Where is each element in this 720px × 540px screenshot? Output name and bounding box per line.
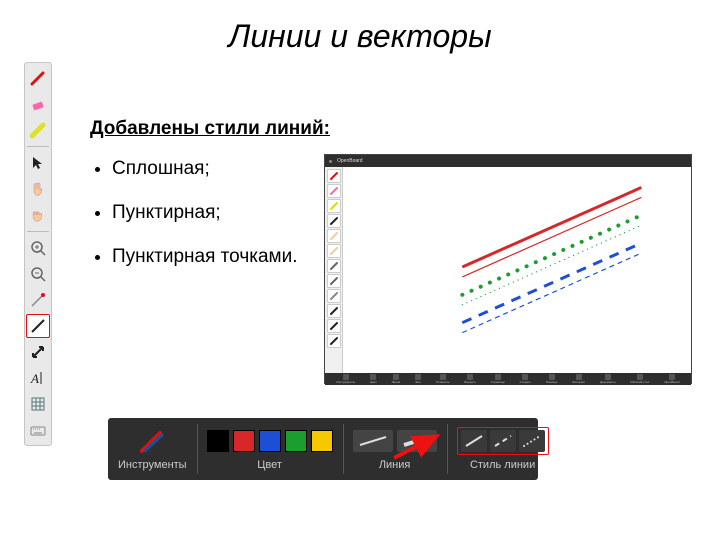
shot-bottombar: Инструменты Цвет Линия Фон Отменить Вернуть Ст… — [325, 373, 691, 385]
shot-bottom-item: Цвет — [370, 374, 377, 384]
mini-tool — [327, 169, 341, 183]
pen-icon — [29, 69, 47, 87]
mini-tool — [327, 229, 341, 243]
group-instruments[interactable]: Инструменты — [108, 418, 197, 480]
mini-tool — [327, 334, 341, 348]
color-swatch[interactable] — [311, 430, 333, 452]
laser-tool[interactable] — [26, 288, 50, 312]
shot-bottom-item: Стереть — [520, 374, 531, 384]
app-screenshot: OpenBoard Инструменты Цвет Линия Фон Отменит… — [324, 154, 692, 384]
color-swatch[interactable] — [285, 430, 307, 452]
line-style-dotted[interactable] — [519, 430, 545, 452]
text-tool[interactable]: A — [26, 366, 50, 390]
group-style[interactable]: Стиль линии — [447, 418, 559, 480]
shot-bottom-item: Линия — [392, 374, 401, 384]
pen-tool[interactable] — [26, 66, 50, 90]
page-title: Линии и векторы — [0, 18, 720, 55]
shot-bottom-item: Вернуть — [464, 374, 475, 384]
line-label: Линия — [379, 459, 411, 471]
eraser-icon — [29, 95, 47, 113]
mini-tool — [327, 289, 341, 303]
toolbar-separator — [27, 146, 49, 147]
hand-tool[interactable] — [26, 177, 50, 201]
grab-tool[interactable] — [26, 203, 50, 227]
shot-bottom-item: Страницы — [491, 374, 505, 384]
horizontal-toolbar: Инструменты Цвет Линия Стиль линии — [108, 418, 538, 480]
text-icon: A — [29, 369, 47, 387]
keyboard-icon — [29, 421, 47, 439]
vertical-toolbar: A — [24, 62, 52, 446]
pointer-tool[interactable] — [26, 151, 50, 175]
toolbar-separator — [27, 231, 49, 232]
line-style-dashed[interactable] — [490, 430, 516, 452]
line-size-option[interactable] — [353, 430, 393, 452]
keyboard-tool[interactable] — [26, 418, 50, 442]
shot-canvas — [343, 167, 691, 373]
mini-tool — [327, 274, 341, 288]
mini-tool — [327, 214, 341, 228]
color-swatch[interactable] — [259, 430, 281, 452]
mini-tool — [327, 244, 341, 258]
mini-tool — [327, 184, 341, 198]
shot-bottom-item: Интернет — [572, 374, 585, 384]
mini-tool — [327, 319, 341, 333]
laser-icon — [29, 291, 47, 309]
shot-bottom-item: Рабочий стол — [631, 374, 650, 384]
hand-icon — [29, 180, 47, 198]
shot-bottom-item: Помощь — [546, 374, 558, 384]
zoom-in-tool[interactable] — [26, 236, 50, 260]
shot-bottom-item: OpenBoard — [664, 374, 679, 384]
canvas-line — [462, 197, 641, 277]
grab-icon — [29, 206, 47, 224]
zoom-in-icon — [29, 239, 47, 257]
mini-tool — [327, 199, 341, 213]
style-label: Стиль линии — [470, 459, 535, 471]
zoom-out-icon — [29, 265, 47, 283]
instruments-label: Инструменты — [118, 459, 187, 471]
svg-text:A: A — [30, 371, 39, 386]
shot-titlebar: OpenBoard — [325, 155, 691, 167]
color-swatch[interactable] — [233, 430, 255, 452]
grid-icon — [29, 395, 47, 413]
shot-bottom-item: Инструменты — [336, 374, 355, 384]
color-swatch[interactable] — [207, 430, 229, 452]
group-line[interactable]: Линия — [343, 418, 447, 480]
shot-bottom-item: Документы — [600, 374, 615, 384]
pen-icon — [138, 427, 166, 455]
highlighter-tool[interactable] — [26, 118, 50, 142]
shot-bottom-item: Фон — [415, 374, 421, 384]
line-icon — [29, 317, 47, 335]
line-style-solid[interactable] — [461, 430, 487, 452]
shot-app-title: OpenBoard — [337, 158, 363, 164]
resize-tool[interactable] — [26, 340, 50, 364]
line-tool[interactable] — [26, 314, 50, 338]
line-size-option[interactable] — [397, 430, 437, 452]
mini-tool — [327, 304, 341, 318]
shot-bottom-item: Отменить — [436, 374, 450, 384]
pointer-icon — [29, 154, 47, 172]
resize-icon — [29, 343, 47, 361]
zoom-out-tool[interactable] — [26, 262, 50, 286]
subtitle: Добавлены стили линий: — [90, 118, 690, 140]
group-color[interactable]: Цвет — [197, 418, 343, 480]
eraser-tool[interactable] — [26, 92, 50, 116]
shot-vertical-toolbar — [325, 167, 343, 373]
color-label: Цвет — [257, 459, 282, 471]
grid-tool[interactable] — [26, 392, 50, 416]
style-box — [457, 427, 549, 455]
highlighter-icon — [29, 121, 47, 139]
mini-tool — [327, 259, 341, 273]
